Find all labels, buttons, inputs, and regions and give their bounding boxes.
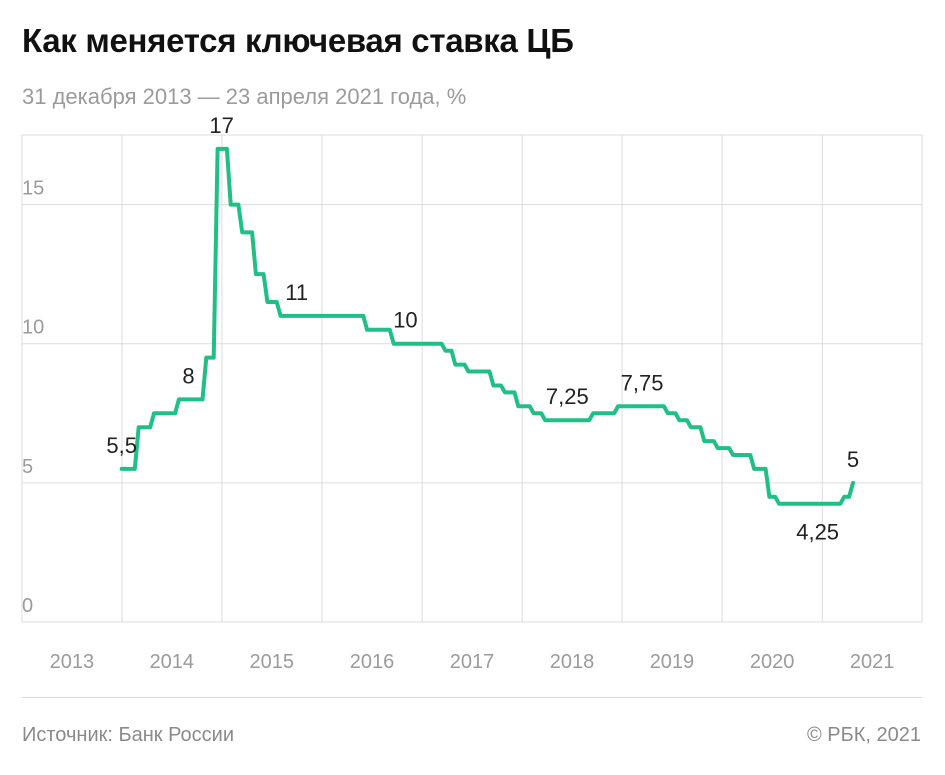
x-tick-label: 2017 [450, 651, 495, 673]
data-label: 11 [285, 280, 308, 305]
y-tick-label: 10 [22, 317, 44, 339]
key-rate-series-line [119, 146, 855, 506]
data-label: 17 [209, 113, 233, 138]
footer-divider [22, 697, 922, 698]
data-label: 8 [182, 363, 194, 388]
copyright-note: © РБК, 2021 [806, 724, 921, 746]
data-label: 5 [847, 447, 859, 472]
chart-subtitle: 31 декабря 2013 — 23 апреля 2021 года, % [22, 84, 467, 109]
x-tick-label: 2020 [750, 651, 795, 673]
data-label: 7,25 [546, 384, 589, 409]
x-tick-label: 2013 [50, 651, 95, 673]
x-tick-label: 2016 [350, 651, 395, 673]
x-tick-label: 2015 [250, 651, 295, 673]
y-tick-label: 15 [22, 178, 44, 200]
x-tick-label: 2021 [850, 651, 895, 673]
data-label: 7,75 [621, 370, 664, 395]
x-tick-label: 2019 [650, 651, 695, 673]
data-label: 10 [393, 308, 417, 333]
data-label: 5,5 [106, 433, 137, 458]
x-tick-label: 2018 [550, 651, 595, 673]
source-note: Источник: Банк России [22, 724, 235, 746]
data-label: 4,25 [796, 520, 839, 545]
x-tick-label: 2014 [150, 651, 195, 673]
y-tick-label: 5 [22, 456, 33, 478]
y-tick-label: 0 [22, 595, 33, 617]
chart-title: Как меняется ключевая ставка ЦБ [22, 22, 574, 59]
